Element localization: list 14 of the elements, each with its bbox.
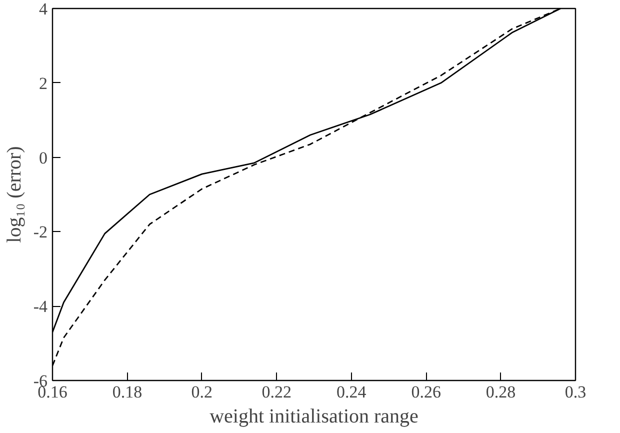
y-tick-label: -4 (33, 297, 48, 316)
x-tick-label: 0.28 (486, 382, 516, 402)
y-axis-title: log₁₀ (error) (3, 146, 26, 243)
y-tick-label: 0 (39, 148, 48, 168)
x-tick-label: 0.26 (411, 382, 441, 402)
x-tick-label: 0.2 (191, 382, 213, 402)
x-tick-label: 0.3 (564, 382, 586, 402)
y-tick-label: -2 (33, 222, 48, 242)
x-axis-title: weight initialisation range (210, 406, 419, 428)
y-tick-label: 2 (39, 74, 48, 93)
x-tick-label: 0.22 (262, 382, 292, 402)
x-tick-label: 0.24 (336, 382, 367, 402)
y-tick-label: 4 (39, 0, 48, 18)
x-tick-label: 0.18 (112, 382, 142, 402)
